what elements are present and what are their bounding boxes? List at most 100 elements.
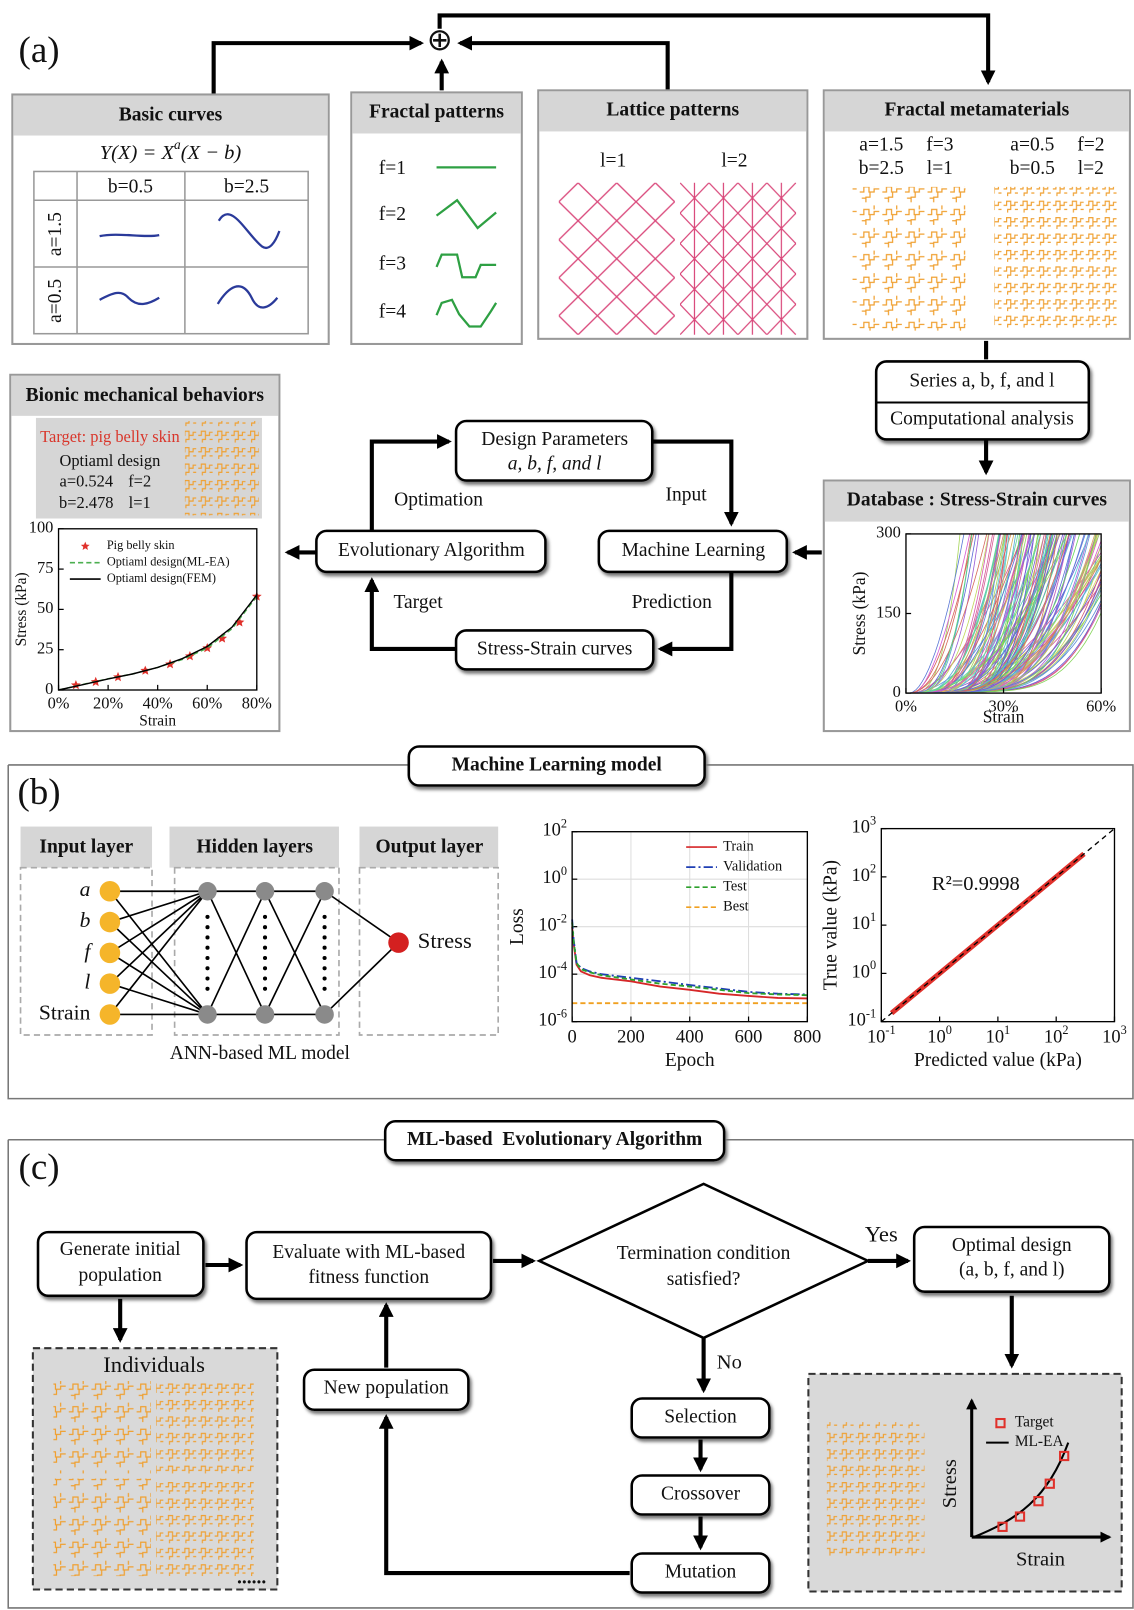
- tick-base: 10: [852, 817, 870, 837]
- tick-label: 100: [542, 864, 567, 888]
- tick-base: 10: [867, 1027, 885, 1047]
- pattern-label: f=2: [379, 204, 406, 225]
- loop-node: a, b, f, and l: [508, 454, 602, 475]
- tick-base: 10: [852, 865, 870, 885]
- box-title: Basic curves: [119, 105, 223, 126]
- hidden-dot: [323, 956, 327, 960]
- tick-base: 10: [538, 915, 556, 935]
- tick-label: 102: [542, 816, 567, 840]
- decoration: [994, 187, 1117, 331]
- network-nodes: abflStrain: [39, 877, 409, 1025]
- axis-label: True value (kPa): [820, 860, 841, 990]
- tick-exponent: 2: [1062, 1023, 1068, 1037]
- input-node: [100, 881, 121, 902]
- hidden-dot: [263, 976, 267, 980]
- layer-title: Input layer: [39, 837, 133, 858]
- tick-exponent: -4: [557, 959, 567, 973]
- tick-exponent: -1: [885, 1023, 895, 1037]
- axis-label: Strain: [139, 712, 176, 729]
- decoration: [100, 235, 160, 236]
- tick-label: 400: [676, 1027, 704, 1047]
- tick-label: 150: [876, 602, 901, 621]
- analysis-series: Series a, b, f, and l: [909, 370, 1055, 391]
- box-title: Bionic mechanical behaviors: [26, 385, 265, 406]
- annotation: R²=0.9998: [932, 873, 1020, 895]
- hidden-dot: [205, 946, 209, 950]
- tick-base: 10: [538, 1010, 556, 1030]
- axis-label: Strain: [1016, 1548, 1065, 1570]
- tick-label: 60%: [1086, 697, 1116, 716]
- panel-title: Machine Learning model: [452, 754, 663, 775]
- legend-label: Optiaml design(FEM): [107, 571, 216, 585]
- row-label: a=1.5: [45, 212, 66, 256]
- loop-node: Machine Learning: [622, 540, 766, 561]
- flow-node: fitness function: [308, 1267, 429, 1288]
- tick-label: 600: [735, 1027, 763, 1047]
- flow-node: Generate initial: [60, 1239, 181, 1260]
- branch-label: Yes: [865, 1221, 898, 1246]
- flow-node: Selection: [664, 1406, 737, 1427]
- hidden-node: [198, 882, 216, 900]
- decoration: [559, 183, 675, 335]
- param: b=2.478: [59, 493, 113, 512]
- hidden-node: [198, 1005, 216, 1023]
- param: l=2: [1078, 158, 1104, 179]
- flow-node: population: [78, 1265, 162, 1286]
- tick-base: 10: [847, 1010, 865, 1030]
- branch-label: No: [717, 1351, 742, 1373]
- tick-exponent: 3: [870, 813, 876, 827]
- box-title: Fractal patterns: [369, 101, 504, 122]
- hidden-dot: [323, 935, 327, 939]
- tick-label: 102: [1044, 1023, 1069, 1047]
- legend-label: Target: [1015, 1414, 1055, 1431]
- lattice-label: l=1: [600, 151, 626, 172]
- column-label: b=2.5: [224, 176, 269, 197]
- hidden-dot: [205, 987, 209, 991]
- axis-label: Stress (kPa): [849, 571, 869, 655]
- hidden-dot: [263, 915, 267, 919]
- hidden-dot: [205, 956, 209, 960]
- hidden-dot: [205, 915, 209, 919]
- hidden-dot: [263, 987, 267, 991]
- tick-label: 100: [29, 518, 54, 537]
- tick-label: 10-4: [538, 959, 567, 983]
- tick-base: 10: [538, 962, 556, 982]
- tick-base: 10: [986, 1027, 1004, 1047]
- panel-title: ML-based Evolutionary Algorithm: [407, 1129, 702, 1150]
- flow-node: Mutation: [665, 1562, 737, 1583]
- tick-base: 10: [542, 820, 560, 840]
- formula-base: Y(X) = X: [100, 142, 176, 164]
- axis-label: Predicted value (kPa): [914, 1050, 1082, 1071]
- param: f=2: [128, 471, 151, 490]
- hidden-dot: [323, 987, 327, 991]
- legend-label: Validation: [723, 858, 782, 874]
- legend-label: ML-EA: [1015, 1433, 1064, 1450]
- param: a=0.524: [60, 471, 114, 490]
- tick-label: 75: [37, 558, 53, 577]
- input-node: [100, 1004, 121, 1025]
- axis-label: Stress (kPa): [13, 572, 30, 646]
- flow-node: (a, b, f, and l): [959, 1260, 1065, 1281]
- tick-label: 101: [986, 1023, 1011, 1047]
- design-label: Optiaml design: [59, 451, 160, 470]
- axis-label: Loss: [507, 908, 528, 945]
- loop-label: Target: [393, 592, 443, 613]
- tick-label: 300: [876, 523, 901, 542]
- hidden-dot: [205, 935, 209, 939]
- hidden-dot: [263, 935, 267, 939]
- panel-label: (a): [19, 29, 60, 71]
- hidden-dot: [263, 956, 267, 960]
- axis-label: Epoch: [665, 1050, 715, 1071]
- tick-base: 10: [1044, 1027, 1062, 1047]
- tick-label: 0: [45, 679, 53, 698]
- tick-base: 10: [852, 913, 870, 933]
- layer-title: Output layer: [375, 837, 483, 858]
- input-label: l: [84, 970, 90, 994]
- decoration: [207, 891, 398, 1014]
- loop-node: Design Parameters: [481, 429, 628, 450]
- decision: satisfied?: [667, 1269, 741, 1290]
- input-node: [100, 973, 121, 994]
- hidden-node: [315, 1005, 333, 1023]
- flow-node: New population: [324, 1378, 449, 1399]
- tick-base: 10: [542, 867, 560, 887]
